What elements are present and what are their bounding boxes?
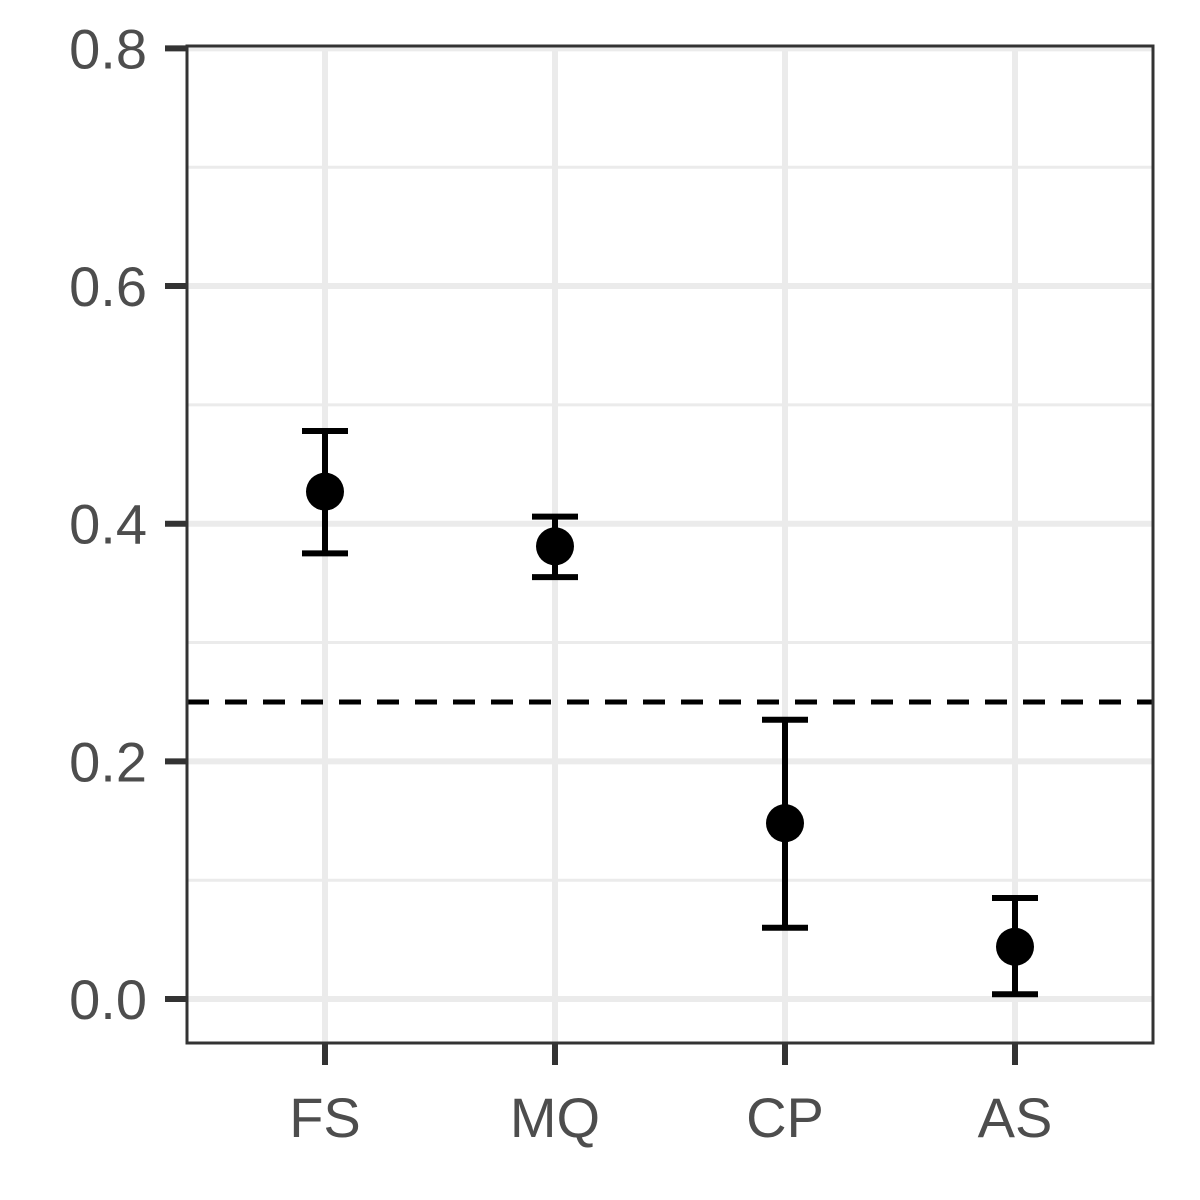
major-gridlines (187, 45, 1153, 1043)
minor-gridlines (187, 165, 1153, 882)
x-tick-label-mq: MQ (510, 1086, 600, 1149)
y-tick-label-0: 0.0 (69, 968, 147, 1031)
panel-border (185, 44, 1155, 1045)
point-fs (306, 472, 344, 511)
y-axis: 0.0 0.2 0.4 0.6 0.8 (69, 17, 187, 1031)
point-cp (766, 804, 804, 843)
point-mq (536, 527, 574, 566)
y-tick-label-3: 0.6 (69, 255, 147, 318)
point-as (996, 927, 1034, 966)
y-tick-label-4: 0.8 (69, 17, 147, 80)
data-marks (302, 428, 1038, 998)
x-axis: FS MQ CP AS (289, 1043, 1052, 1149)
x-tick-label-as: AS (978, 1086, 1053, 1149)
x-tick-label-fs: FS (289, 1086, 361, 1149)
y-tick-label-1: 0.2 (69, 730, 147, 793)
y-tick-label-2: 0.4 (69, 493, 147, 556)
x-tick-label-cp: CP (746, 1086, 824, 1149)
